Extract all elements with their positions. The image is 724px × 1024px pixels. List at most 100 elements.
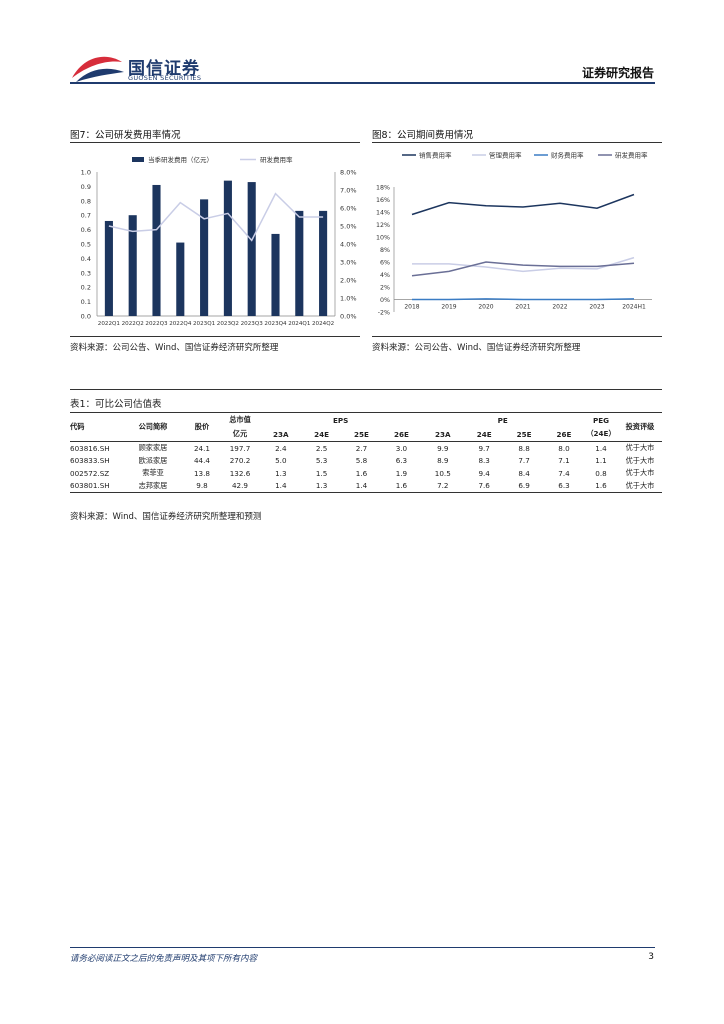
header-code: 代码 — [70, 412, 122, 442]
y-tick-label-left: 0.2 — [81, 284, 91, 292]
header-pe: PE — [421, 412, 584, 427]
cell-pe: 8.9 — [437, 456, 449, 466]
bar — [128, 215, 137, 316]
header-year: 23A — [435, 429, 451, 439]
cell-price: 13.8 — [193, 468, 210, 478]
y-tick-label-left: 0.6 — [81, 226, 91, 234]
header-mcap-unit: 亿元 — [232, 429, 248, 438]
x-tick-label: 2022Q3 — [145, 321, 168, 327]
cell-price: 9.8 — [184, 479, 220, 493]
y-tick-label: 6% — [380, 260, 390, 267]
cell-code: 002572.SZ — [70, 468, 110, 478]
legend-label: 研发费用率 — [615, 151, 648, 160]
y-tick-label-left: 1.0 — [81, 169, 91, 177]
bar — [200, 199, 209, 316]
x-tick-label: 2019 — [441, 304, 456, 311]
cell-eps: 5.8 — [355, 456, 368, 466]
guosen-logo — [70, 50, 210, 86]
header-eps: EPS — [260, 412, 422, 427]
cell-eps: 5.0 — [275, 456, 287, 466]
legend-label-line: 研发费用率 — [260, 155, 293, 164]
bar — [104, 220, 113, 316]
x-tick-label: 2018 — [404, 304, 419, 311]
header-peg: PEG — [584, 412, 618, 427]
cell-rating: 优于大市 — [618, 441, 662, 455]
bar — [271, 233, 280, 316]
header-year: 24E — [476, 429, 492, 439]
cell-eps: 1.6 — [355, 468, 368, 478]
cell-pe: 6.3 — [544, 479, 584, 493]
page-number: 3 — [648, 952, 654, 962]
y-tick-label-left: 0.5 — [81, 241, 91, 249]
brand-name-cn: 国信证券 — [128, 59, 200, 79]
cell-pe: 8.8 — [504, 441, 545, 455]
x-tick-label: 2023Q1 — [193, 321, 216, 327]
cell-name: 顾家家居 — [122, 441, 184, 455]
cell-rating: 优于大市 — [618, 479, 662, 493]
cell-pe: 8.4 — [518, 468, 530, 478]
cell-eps: 1.4 — [260, 479, 302, 493]
y-tick-label-left: 0.4 — [81, 255, 91, 263]
cell-eps: 1.9 — [395, 468, 408, 478]
bar — [319, 210, 328, 316]
cell-pe: 6.9 — [504, 479, 545, 493]
figure7-source: 资料来源：公司公告、Wind、国信证券经济研究所整理 — [70, 343, 279, 353]
table-row: 603801.SH 志邦家居 9.8 42.9 1.4 1.3 1.4 1.6 … — [70, 479, 662, 493]
cell-pe: 9.7 — [464, 441, 505, 455]
cell-eps: 2.7 — [341, 441, 382, 455]
report-type: 证券研究报告 — [581, 66, 654, 80]
cell-pe: 8.0 — [544, 441, 584, 455]
y-tick-label-right: 8.0% — [340, 169, 357, 177]
rd-expense-chart: 当季研发费用（亿元） 研发费用率 1.0 0.9 0.8 0.7 0.6 0.5 0.4 0.3 0… — [81, 155, 357, 327]
header-rating: 投资评级 — [618, 412, 662, 442]
cell-mcap: 270.2 — [229, 456, 251, 466]
disclaimer-text: 请务必阅读正文之后的免责声明及其项下所有内容 — [70, 954, 258, 964]
cell-name: 欧派家居 — [138, 455, 168, 465]
header-price: 股价 — [184, 412, 220, 442]
cell-pe: 7.7 — [518, 456, 530, 466]
x-tick-label: 2024Q2 — [312, 321, 334, 327]
y-tick-label-right: 1.0% — [340, 295, 357, 303]
table-section-rule — [70, 389, 662, 390]
x-tick-label: 2023Q4 — [264, 321, 287, 327]
y-tick-label: 14% — [376, 210, 390, 217]
x-tick-label: 2023 — [589, 304, 604, 311]
y-tick-label-left: 0.3 — [81, 269, 91, 277]
cell-rating: 优于大市 — [625, 468, 655, 478]
header-year: 25E — [516, 429, 532, 439]
table-row: 603816.SH 顾家家居 24.1 197.7 2.4 2.5 2.7 3.… — [70, 441, 662, 455]
cell-pe: 7.4 — [558, 468, 570, 478]
cell-pe: 7.1 — [558, 456, 570, 466]
y-tick-label-right: 3.0% — [340, 259, 357, 267]
figure8-title: 图8：公司期间费用情况 — [372, 130, 474, 141]
figure8-bottom-rule — [372, 336, 662, 337]
header-rule — [70, 82, 655, 84]
cell-pe: 10.5 — [434, 468, 451, 478]
series-line — [412, 256, 635, 273]
series-line — [412, 298, 635, 301]
figure7-top-rule — [70, 142, 360, 143]
cell-rating: 优于大市 — [625, 455, 655, 465]
series-line — [411, 261, 635, 277]
y-tick-label-right: 2.0% — [340, 277, 357, 285]
cell-eps: 2.5 — [301, 441, 342, 455]
x-tick-label: 2020 — [478, 304, 493, 311]
table-row: 603833.SH 欧派家居 44.4 270.2 5.0 5.3 5.8 6.… — [70, 455, 662, 468]
cell-eps: 5.3 — [315, 456, 328, 466]
y-tick-label-left: 0.9 — [81, 183, 91, 191]
y-tick-label-right: 7.0% — [340, 187, 357, 195]
x-tick-label: 2023Q2 — [217, 321, 239, 327]
figure7-bottom-rule — [70, 336, 360, 337]
cell-mcap: 197.7 — [220, 441, 260, 455]
table-source: 资料来源：Wind、国信证券经济研究所整理和预测 — [70, 512, 262, 522]
y-tick-label-left: 0.8 — [81, 197, 91, 205]
cell-eps: 3.0 — [381, 441, 422, 455]
cell-name: 索菲亚 — [142, 468, 164, 478]
cell-pe: 7.2 — [421, 479, 465, 493]
series-line — [108, 192, 324, 242]
header-mcap: 总市值 — [220, 412, 260, 427]
header-name: 公司简称 — [122, 412, 184, 442]
y-tick-label: 16% — [376, 197, 390, 204]
cell-peg: 0.8 — [595, 468, 607, 478]
cell-price: 44.4 — [193, 456, 210, 466]
